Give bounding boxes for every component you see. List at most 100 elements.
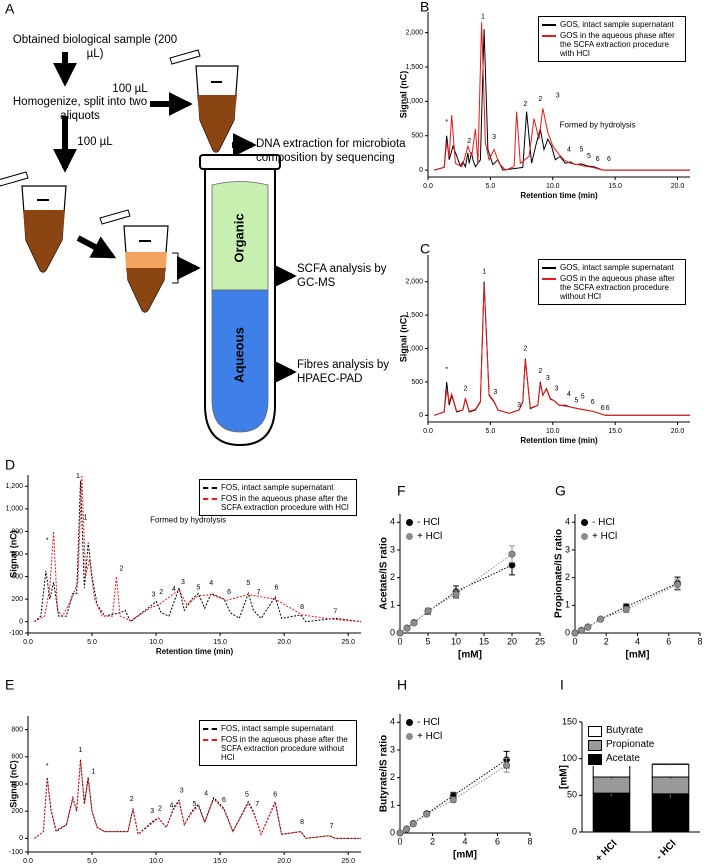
peak-annotation: 1 bbox=[91, 769, 95, 776]
step-text: Homogenize, split into two aliquots bbox=[12, 96, 148, 122]
x-tick-label: 0 bbox=[572, 636, 577, 646]
legend-text: + HCl bbox=[592, 531, 618, 542]
y-tick-label: 1,000 bbox=[405, 345, 423, 352]
data-point bbox=[597, 615, 605, 623]
x-axis-title: [mM] bbox=[626, 650, 650, 661]
y-tick-label: 4 bbox=[390, 717, 395, 727]
legend-swatch bbox=[581, 519, 588, 526]
legend-entry: Acetate bbox=[588, 753, 648, 765]
y-tick-label: 1 bbox=[390, 600, 395, 610]
peak-annotation: 6 bbox=[591, 399, 595, 406]
y-tick-label: 0 bbox=[419, 167, 423, 174]
legend-text: - HCl bbox=[417, 717, 440, 728]
tube bbox=[169, 49, 239, 153]
peak-annotation: 5 bbox=[245, 792, 249, 799]
peak-annotation: 6 bbox=[596, 156, 600, 163]
x-tick-label: 6 bbox=[495, 836, 500, 846]
y-tick-label: 0 bbox=[390, 827, 395, 837]
peak-annotation: 3 bbox=[150, 808, 154, 815]
panel-label: I bbox=[560, 677, 564, 693]
legend-entry: - HCl bbox=[581, 517, 641, 529]
bar-segment bbox=[592, 792, 631, 833]
data-point bbox=[503, 761, 511, 769]
y-axis-title: Signal (nC) bbox=[8, 530, 18, 578]
panel-label: G bbox=[555, 483, 566, 499]
peak-annotation: 6 bbox=[601, 405, 605, 412]
peak-annotation: 2 bbox=[538, 368, 542, 375]
phase-label: Aqueous bbox=[231, 327, 246, 383]
legend-entry: GOS in the aqueous phase after the SCFA … bbox=[542, 31, 682, 58]
chromatogram-line bbox=[34, 480, 362, 623]
y-axis-title: Propionate/IS ratio bbox=[554, 529, 565, 618]
y-tick-label: 0 bbox=[565, 627, 570, 637]
volume-text: 100 µL bbox=[77, 136, 113, 148]
x-axis-title: Retention time (min) bbox=[520, 436, 598, 445]
y-axis-title: Acetate/IS ratio bbox=[379, 537, 390, 610]
x-tick-label: 25 bbox=[535, 636, 545, 646]
y-tick-label: 500 bbox=[411, 133, 423, 140]
peak-annotation: 2 bbox=[523, 101, 527, 108]
data-point bbox=[410, 619, 418, 627]
bar-segment bbox=[651, 776, 690, 795]
peak-annotation: 7 bbox=[333, 608, 337, 615]
peak-annotation: Formed by hydrolysis bbox=[150, 515, 226, 524]
y-tick-label: 1,000 bbox=[405, 98, 423, 105]
legend-swatch bbox=[406, 533, 413, 540]
peak-annotation: 8 bbox=[300, 604, 304, 611]
legend-swatch bbox=[542, 35, 556, 37]
legend-text: + HCl bbox=[417, 731, 443, 742]
y-tick-label: 2,000 bbox=[405, 279, 423, 286]
peak-annotation: 5 bbox=[575, 397, 579, 404]
x-axis-title: [mM] bbox=[453, 850, 477, 861]
peak-annotation: 4 bbox=[204, 790, 208, 797]
y-tick-label: 200 bbox=[11, 596, 23, 603]
y-tick-label: 3 bbox=[565, 544, 570, 554]
x-tick-label: 2 bbox=[604, 636, 609, 646]
peak-annotation: 6 bbox=[222, 797, 226, 804]
x-tick-label: 10.0 bbox=[546, 183, 560, 190]
peak-annotation: 4 bbox=[209, 580, 213, 587]
y-tick-label: 1 bbox=[565, 600, 570, 610]
y-tick-label: -100 bbox=[9, 630, 23, 637]
y-tick-label: 1,000 bbox=[5, 506, 23, 513]
peak-annotation: * bbox=[445, 367, 448, 374]
legend-text: Propionate bbox=[606, 739, 655, 750]
y-tick-label: 600 bbox=[11, 551, 23, 558]
y-axis-title: Butyrate/IS ratio bbox=[379, 735, 390, 812]
peak-annotation: 1 bbox=[79, 747, 83, 754]
peak-annotation: 2 bbox=[538, 96, 542, 103]
legend-swatch bbox=[542, 24, 556, 26]
y-axis-title: Signal (nC) bbox=[398, 315, 408, 363]
step-text: Obtained biological sample (200 µL) bbox=[12, 34, 178, 60]
legend-text: FOS in the aqueous phase after the SCFA … bbox=[221, 494, 349, 512]
legend-swatch bbox=[406, 519, 413, 526]
volume-text: 100 µL bbox=[112, 83, 148, 95]
x-tick-label: 10.0 bbox=[149, 639, 163, 646]
x-tick-label: 25.0 bbox=[341, 858, 355, 865]
legend-text: FOS, intact sample supernatant bbox=[221, 483, 334, 492]
y-tick-label: 50 bbox=[567, 790, 577, 800]
x-tick-label: - HCl bbox=[654, 838, 678, 862]
data-point bbox=[508, 561, 516, 569]
x-tick-label: 5.0 bbox=[486, 183, 496, 190]
y-axis-title: [mM] bbox=[559, 765, 570, 789]
legend: - HCl + HCl bbox=[406, 716, 466, 744]
peak-annotation: Formed by hydrolysis bbox=[560, 121, 636, 130]
peak-annotation: 4 bbox=[169, 803, 173, 810]
x-tick-label: 2 bbox=[430, 836, 435, 846]
panel-label: D bbox=[5, 457, 15, 473]
legend: GOS, intact sample supernatant GOS in the… bbox=[538, 259, 686, 305]
legend-entry: - HCl bbox=[406, 717, 466, 729]
peak-annotation: 3 bbox=[493, 389, 497, 396]
x-tick-label: 0.0 bbox=[23, 858, 33, 865]
x-tick-label: 0.0 bbox=[423, 428, 433, 435]
peak-annotation: 5 bbox=[580, 146, 584, 153]
legend-entry: FOS, intact sample supernatant bbox=[203, 724, 353, 733]
data-point bbox=[423, 810, 431, 818]
data-point bbox=[452, 590, 460, 598]
x-tick-label: 8 bbox=[527, 836, 532, 846]
x-tick-label: 0 bbox=[397, 636, 402, 646]
panel-label: F bbox=[397, 483, 406, 499]
legend-entry: + HCl bbox=[581, 531, 641, 543]
